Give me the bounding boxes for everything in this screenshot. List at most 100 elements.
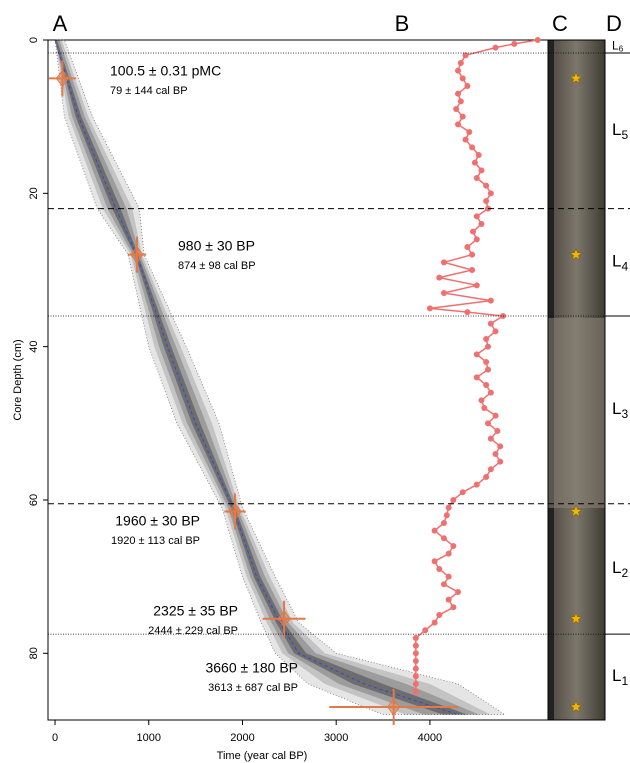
date-star [569,700,583,713]
unit-label: L6 [612,39,624,54]
date-label: 100.5 ± 0.31 pMC [110,63,221,79]
proxy-point [443,512,450,519]
age-envelope [55,40,468,715]
unit-subscript: 6 [619,45,624,54]
proxy-point [473,282,480,289]
cal-age-label: 3613 ± 687 cal BP [208,682,298,694]
panel-label: A [53,11,68,36]
proxy-point [462,136,469,143]
date-marker [130,245,144,264]
proxy-point [481,404,488,411]
proxy-point [455,121,462,128]
proxy-point [426,305,433,312]
proxy-point [464,82,471,89]
y-tick-label: 40 [28,341,40,353]
proxy-point [440,259,447,266]
unit-letter: L [612,399,621,418]
y-axis-title: Core Depth (cm) [12,339,24,420]
proxy-line [415,39,538,692]
proxy-point [534,37,541,43]
proxy-point [485,420,492,427]
proxy-point [485,366,492,373]
unit-subscript: 3 [621,407,628,421]
cal-age-label: 79 ± 144 cal BP [110,85,188,97]
proxy-point [455,90,462,97]
proxy-point [497,458,504,465]
y-tick-label: 60 [28,494,40,506]
proxy-point [487,320,494,327]
proxy-point [440,581,447,588]
proxy-point [492,412,499,419]
proxy-point [431,619,438,626]
proxy-point [483,473,490,480]
date-marker [387,698,401,716]
age-envelope [54,39,507,716]
proxy-point [412,688,419,695]
date-label: 980 ± 30 BP [178,238,255,254]
proxy-point [469,144,476,151]
proxy-point [473,174,480,181]
proxy-point [440,535,447,542]
proxy-point [473,374,480,381]
proxy-point [511,40,518,47]
proxy-point [466,128,473,135]
proxy-point [412,680,419,687]
proxy-point [469,251,476,258]
unit-label: L4 [612,252,628,274]
unit-letter: L [612,39,619,53]
proxy-point [436,611,443,618]
proxy-point [436,565,443,572]
unit-subscript: 2 [621,566,628,580]
proxy-point [470,228,477,235]
proxy-point [487,190,494,197]
panel-label: D [606,11,622,36]
x-tick-label: 1000 [137,732,161,744]
proxy-point [497,443,504,450]
unit-subscript: 4 [621,259,628,273]
proxy-point [492,328,499,335]
proxy-point [483,335,490,342]
proxy-point [475,151,482,158]
panel-label: B [395,11,410,36]
y-tick-label: 20 [28,187,40,199]
proxy-point [473,481,480,488]
date-star [569,612,583,625]
proxy-point [422,627,429,634]
unit-label: L3 [612,399,628,421]
proxy-point [473,236,480,243]
proxy-point [464,243,471,250]
proxy-point [485,343,492,350]
proxy-point [471,159,478,166]
proxy-point [483,358,490,365]
date-label: 3660 ± 180 BP [205,660,298,676]
proxy-point [478,167,485,174]
proxy-point [459,113,466,120]
proxy-point [459,489,466,496]
proxy-point [487,435,494,442]
proxy-point [440,289,447,296]
x-tick-label: 4000 [418,732,442,744]
unit-subscript: 1 [621,674,628,688]
unit-letter: L [612,252,621,271]
proxy-point [494,427,501,434]
proxy-point [450,496,457,503]
proxy-point [492,44,499,51]
x-axis-title: Time (year cal BP) [217,750,308,762]
proxy-point [457,98,464,105]
y-tick-label: 80 [28,647,40,659]
proxy-point [431,558,438,565]
unit-letter: L [612,558,621,577]
proxy-point [412,642,419,649]
date-marker [277,609,291,628]
proxy-point [455,588,462,595]
proxy-point [483,381,490,388]
core-frame [547,39,606,721]
date-marker [228,502,242,521]
proxy-point [478,397,485,404]
unit-subscript: 5 [621,128,628,142]
proxy-point [469,266,476,273]
date-star [569,247,583,261]
proxy-point [445,573,452,580]
unit-letter: L [612,667,621,686]
